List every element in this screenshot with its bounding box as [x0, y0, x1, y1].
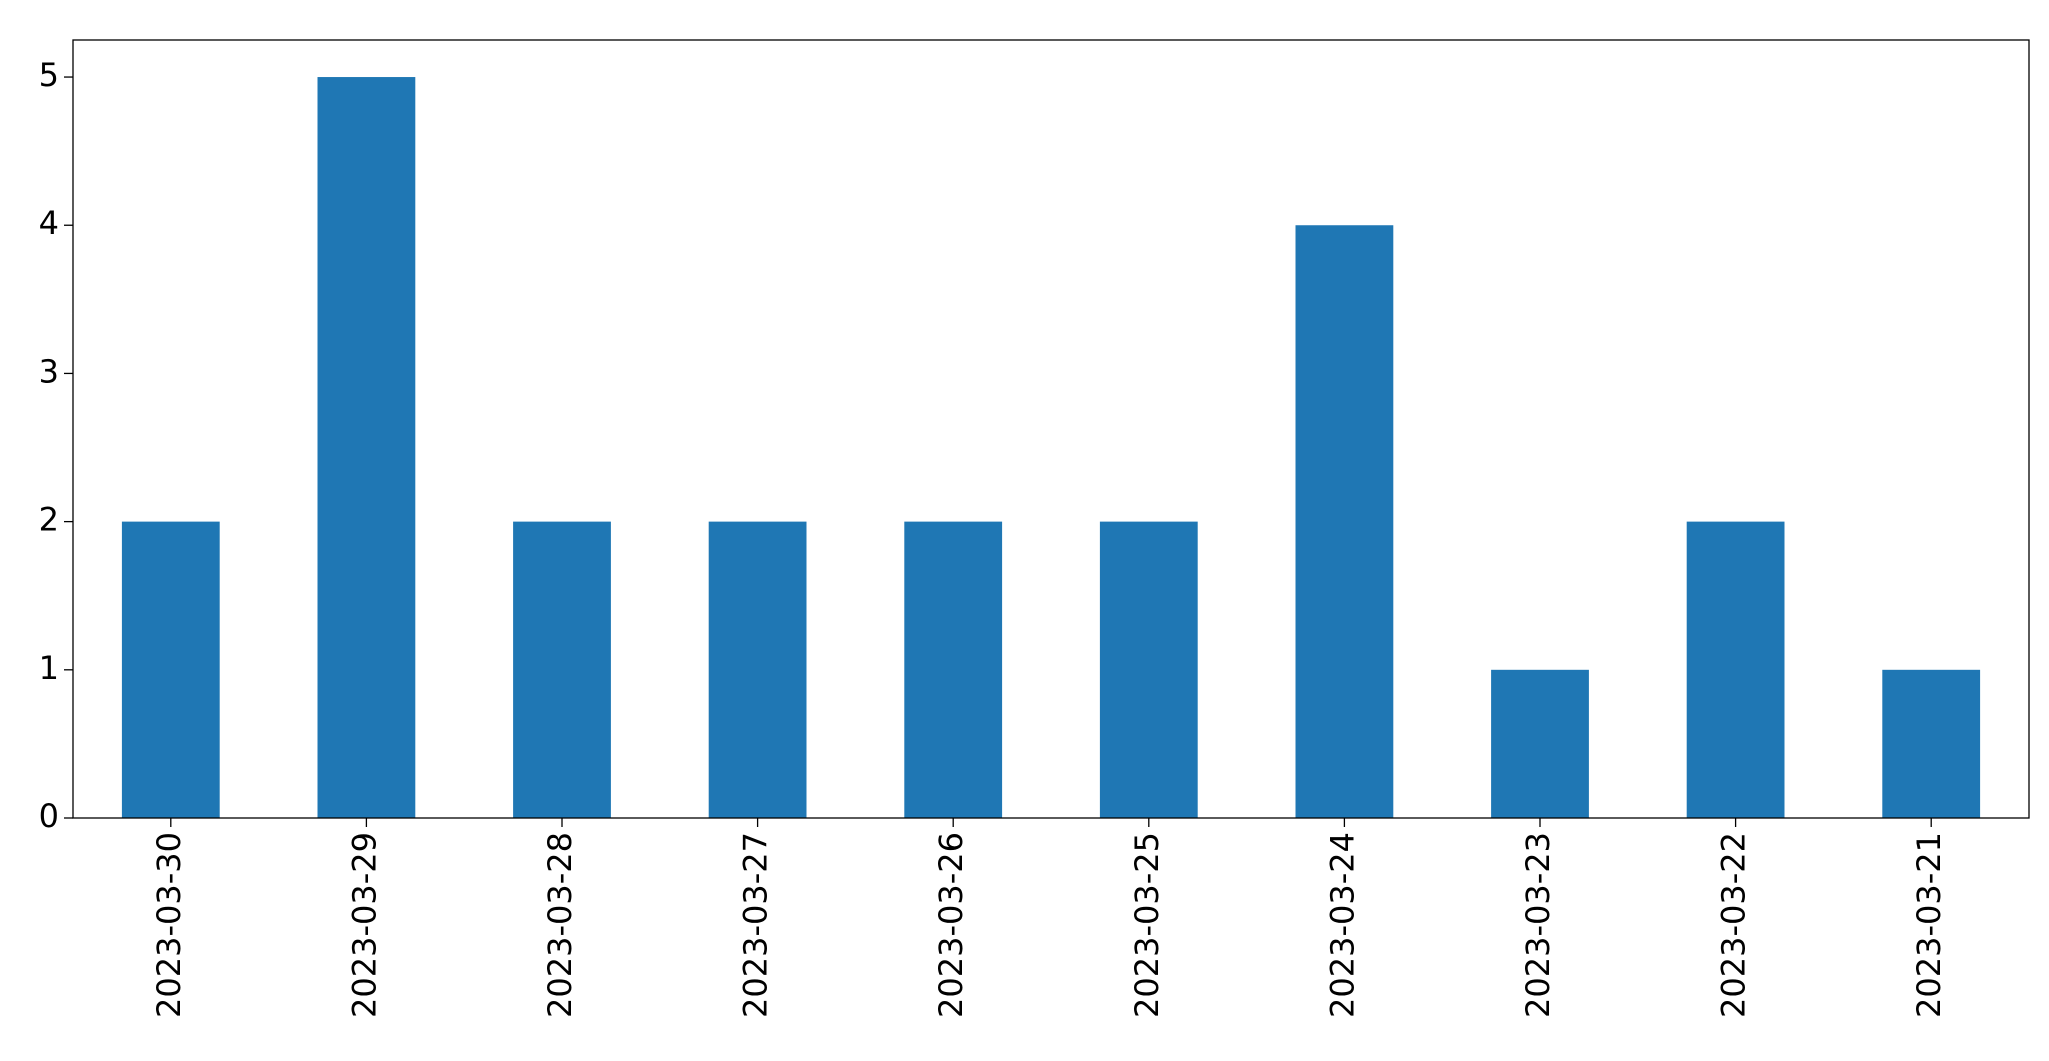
y-tick-label: 5: [39, 56, 59, 94]
x-tick-label: 2023-03-26: [932, 832, 970, 1018]
bar: [1099, 521, 1198, 818]
plot-frame: [72, 39, 2030, 819]
bar: [708, 521, 807, 818]
x-tick-label: 2023-03-25: [1128, 832, 1166, 1018]
y-tick-label: 2: [39, 501, 59, 539]
x-tick-label: 2023-03-24: [1323, 832, 1361, 1018]
y-tick-label: 4: [39, 204, 59, 242]
y-tick-label: 0: [39, 797, 59, 835]
bar: [1491, 669, 1589, 818]
bar: [904, 521, 1003, 818]
bar: [317, 77, 416, 819]
y-tick-label: 1: [39, 649, 59, 687]
bar: [121, 521, 220, 818]
x-tick-label: 2023-03-30: [150, 832, 188, 1018]
x-tick-label: 2023-03-21: [1910, 832, 1948, 1018]
bar: [1882, 669, 1981, 818]
bar: [1295, 225, 1394, 818]
x-tick-label: 2023-03-22: [1715, 832, 1753, 1018]
y-tick-label: 3: [39, 352, 59, 390]
bar: [513, 521, 611, 818]
x-tick-label: 2023-03-29: [345, 832, 383, 1018]
x-tick-label: 2023-03-23: [1519, 832, 1557, 1018]
x-tick-label: 2023-03-27: [737, 832, 775, 1018]
bar: [1686, 521, 1785, 818]
x-tick-label: 2023-03-28: [541, 832, 579, 1018]
